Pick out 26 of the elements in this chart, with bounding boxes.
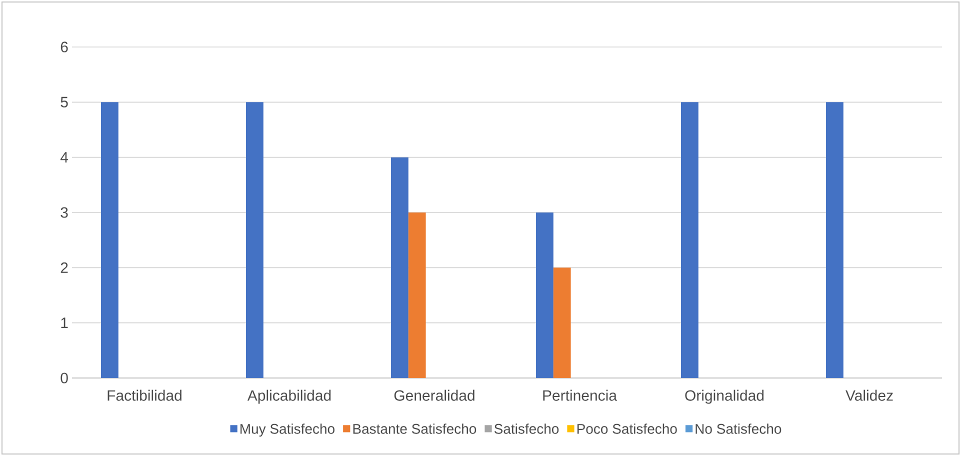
legend-label: No Satisfecho	[696, 424, 782, 434]
bar	[826, 102, 844, 378]
legend-label: Satisfecho	[494, 424, 559, 434]
x-tick-label: Generalidad	[394, 390, 474, 401]
legend-label: Bastante Satisfecho	[353, 424, 476, 434]
y-tick-label: 0	[60, 372, 68, 384]
x-tick-label: Factibilidad	[108, 390, 182, 401]
bar	[101, 102, 118, 378]
y-tick-label: 5	[60, 96, 68, 108]
legend-label: Poco Satisfecho	[577, 424, 677, 434]
y-tick-label: 3	[60, 207, 68, 218]
y-tick-label: 4	[60, 152, 68, 162]
bar	[681, 102, 698, 378]
bar	[391, 157, 408, 378]
x-tick-label: Validez	[846, 390, 893, 401]
bar	[553, 268, 571, 378]
x-tick-label: Aplicabilidad	[247, 390, 331, 404]
y-tick-label: 1	[61, 318, 68, 328]
legend-label: Muy Satisfecho	[240, 424, 334, 437]
y-tick-label: 6	[60, 42, 68, 52]
y-tick-label: 2	[60, 262, 68, 273]
x-tick-label: Pertinencia	[543, 390, 618, 401]
bar	[536, 212, 554, 378]
bar	[246, 102, 264, 378]
x-tick-label: Originalidad	[685, 390, 764, 404]
bar	[408, 212, 426, 378]
